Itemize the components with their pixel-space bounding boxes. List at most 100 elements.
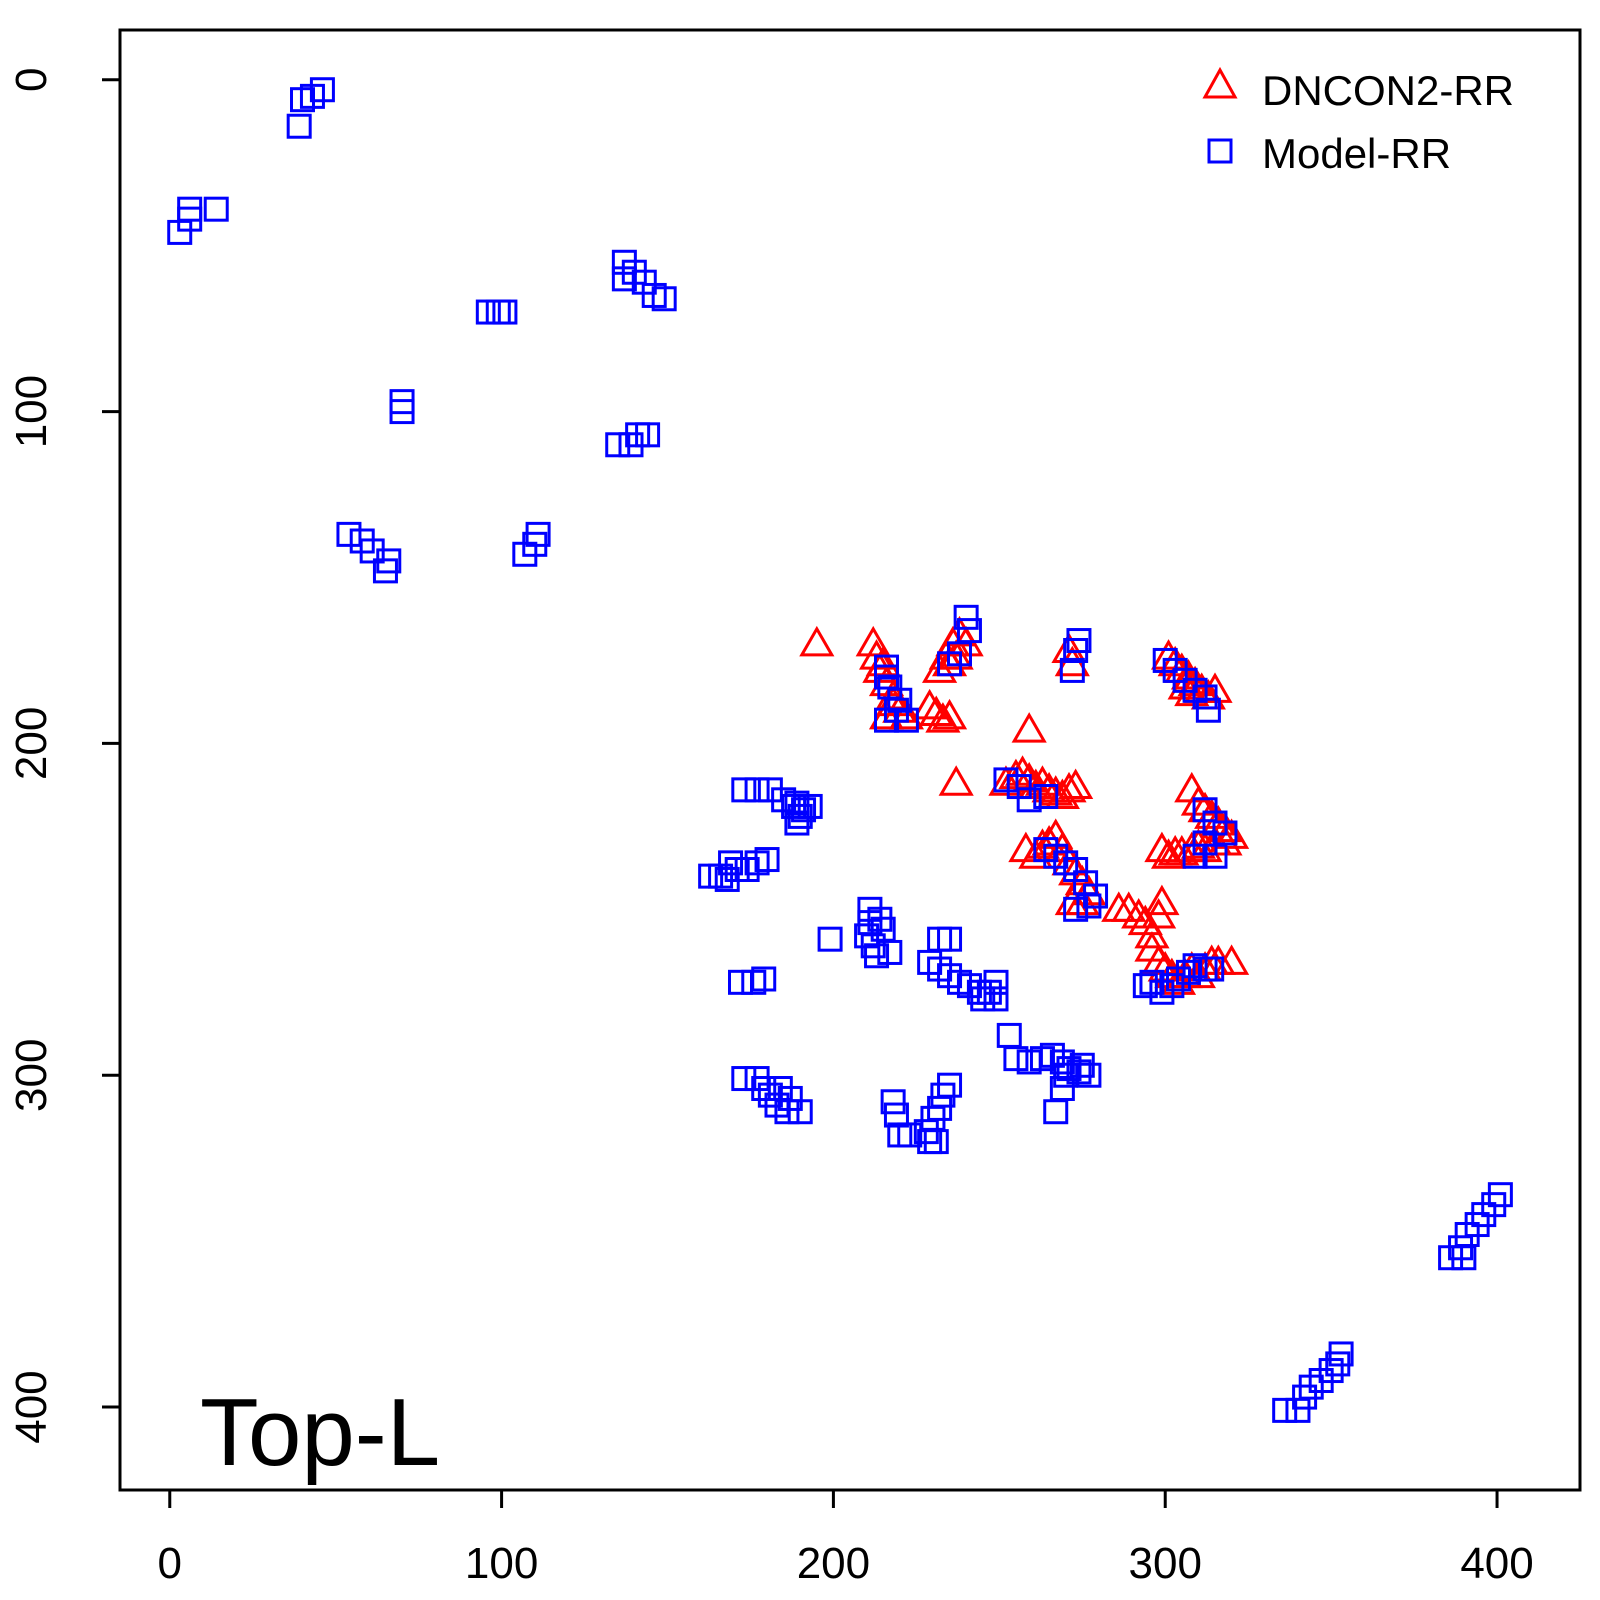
square-point [492, 299, 518, 325]
corner-annotation: Top-L [200, 1379, 440, 1486]
legend-square-marker [1207, 138, 1233, 164]
square-point [983, 969, 1009, 995]
x-tick-label: 300 [1129, 1539, 1202, 1588]
triangle-point [1144, 884, 1180, 916]
y-tick-label: 400 [7, 1370, 56, 1443]
square-point [953, 604, 979, 630]
triangle-point [931, 698, 968, 730]
square-point [983, 986, 1009, 1012]
square-point [1053, 1062, 1079, 1088]
triangle-point [1180, 785, 1217, 816]
x-tick-label: 0 [158, 1539, 182, 1588]
y-tick-label: 100 [7, 375, 56, 448]
legend-item-dncon2-rr: DNCON2-RR [1202, 66, 1514, 114]
square-point [1328, 1341, 1354, 1367]
triangle-point [1024, 765, 1061, 796]
triangle-point [988, 765, 1024, 796]
square-point [864, 943, 890, 969]
square-point [1033, 784, 1059, 809]
square-point [937, 1072, 963, 1098]
square-point [651, 286, 677, 312]
x-axis: 0 100 200 300 400 [158, 1490, 1534, 1588]
square-point [1059, 657, 1085, 683]
square-point [728, 969, 753, 995]
triangle-point [1058, 768, 1094, 800]
square-point [784, 810, 810, 836]
square-point [1132, 973, 1158, 999]
square-point [1487, 1182, 1513, 1208]
x-tick-label: 100 [465, 1539, 538, 1588]
square-point [1192, 684, 1218, 710]
square-point [389, 399, 415, 425]
square-point [937, 651, 963, 677]
triangle-point [912, 688, 948, 720]
square-point [754, 847, 780, 873]
legend-label-dncon2-rr: DNCON2-RR [1262, 67, 1514, 114]
triangle-point [1164, 834, 1200, 866]
y-tick-label: 0 [7, 68, 56, 92]
square-point [893, 707, 919, 733]
square-point [203, 196, 229, 222]
legend-label-model-rr: Model-RR [1262, 130, 1451, 177]
square-point [970, 986, 996, 1012]
y-tick-label: 200 [7, 707, 56, 780]
square-point [1199, 956, 1225, 982]
plot-frame [118, 28, 1582, 1492]
square-point [611, 266, 637, 292]
triangle-point [1150, 838, 1187, 869]
square-point [817, 926, 843, 952]
legend-triangle-marker [1202, 66, 1238, 99]
x-tick-label: 200 [797, 1539, 870, 1588]
triangle-point [1004, 755, 1041, 786]
square-point [177, 196, 203, 222]
square-point [336, 521, 362, 547]
square-point [1159, 973, 1185, 999]
square-point [877, 939, 903, 965]
square-point [718, 850, 744, 876]
triangle-point [1207, 811, 1243, 843]
square-point [1076, 893, 1102, 919]
square-point [372, 558, 398, 584]
square-point [309, 77, 335, 103]
triangle-point [799, 625, 835, 657]
square-point [1003, 1046, 1029, 1072]
square-point [883, 1102, 909, 1128]
square-point [1043, 1099, 1069, 1125]
square-point [744, 777, 770, 803]
triangle-point [1011, 712, 1047, 743]
square-point [1202, 843, 1228, 869]
triangle-point [1140, 944, 1177, 975]
y-tick-label: 300 [7, 1039, 56, 1112]
square-point [781, 793, 807, 819]
square-point [923, 1129, 949, 1155]
triangle-point [925, 702, 961, 733]
square-point [1285, 1397, 1311, 1423]
square-point [897, 1122, 923, 1148]
square-point [635, 422, 661, 448]
square-point [996, 1022, 1022, 1048]
square-point [1451, 1245, 1477, 1271]
square-point [784, 790, 810, 816]
square-point [286, 113, 312, 139]
legend: DNCON2-RR Model-RR [1202, 66, 1514, 177]
square-point [1182, 843, 1208, 869]
square-point [1272, 1397, 1298, 1423]
square-point [1195, 697, 1221, 723]
square-point [751, 966, 777, 992]
square-point [767, 1076, 793, 1101]
legend-item-model-rr: Model-RR [1207, 130, 1451, 177]
square-point [874, 707, 899, 733]
x-tick-label: 400 [1460, 1539, 1533, 1588]
triangle-point [1064, 884, 1100, 916]
square-point [1063, 896, 1089, 922]
square-point [1063, 638, 1089, 663]
triangle-point [1134, 917, 1170, 949]
data-markers [167, 77, 1513, 1423]
triangle-point [1051, 771, 1087, 803]
square-point [993, 767, 1019, 793]
square-point [731, 777, 757, 803]
square-point [937, 926, 963, 952]
square-point [525, 521, 551, 547]
triangle-point [938, 765, 974, 796]
